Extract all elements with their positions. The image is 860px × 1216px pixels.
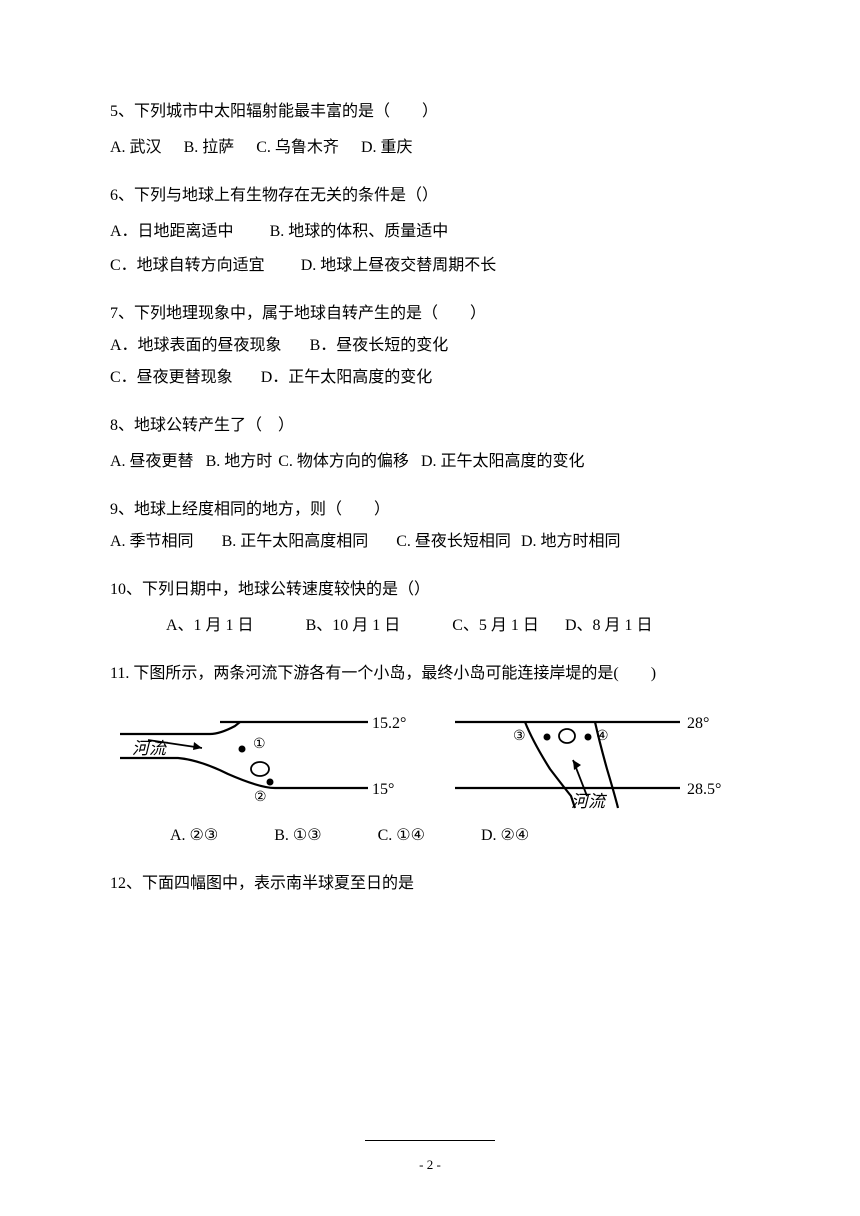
footer-line-icon <box>365 1140 495 1141</box>
q8-opt-c: C. 物体方向的偏移 <box>278 453 409 470</box>
left-lat-bottom: 15° <box>372 781 394 798</box>
q5-opt-a: A. 武汉 <box>110 139 162 156</box>
left-marker-2: ② <box>254 790 267 805</box>
q6-text: 6、下列与地球上有生物存在无关的条件是（） <box>110 184 750 208</box>
q9-options: A. 季节相同 B. 正午太阳高度相同 C. 昼夜长短相同 D. 地方时相同 <box>110 530 750 554</box>
right-lat-bottom: 28.5° <box>687 781 721 798</box>
q5-opt-c: C. 乌鲁木齐 <box>256 139 339 156</box>
question-11: 11. 下图所示，两条河流下游各有一个小岛，最终小岛可能连接岸堤的是( ) 河流… <box>110 662 750 848</box>
q11-opt-a: A. ②③ <box>170 827 218 844</box>
q6-line2: C．地球自转方向适宜 D. 地球上昼夜交替周期不长 <box>110 254 750 278</box>
q7-opt-d: D．正午太阳高度的变化 <box>261 369 433 386</box>
q8-opt-d: D. 正午太阳高度的变化 <box>421 453 585 470</box>
q10-opt-d: D、8 月 1 日 <box>565 617 653 634</box>
right-marker-3: ③ <box>513 729 526 744</box>
q10-opt-b: B、10 月 1 日 <box>306 617 401 634</box>
q11-diagram-container: 河流 ① ② 15.2° 15° ③ ④ 河流 28° 28.5° <box>110 704 750 814</box>
q11-opt-c: C. ①④ <box>378 827 425 844</box>
q8-opt-b: B. 地方时 <box>206 453 273 470</box>
q6-opt-b: B. 地球的体积、质量适中 <box>270 223 449 240</box>
q12-text: 12、下面四幅图中，表示南半球夏至日的是 <box>110 872 750 896</box>
q8-options: A. 昼夜更替 B. 地方时 C. 物体方向的偏移 D. 正午太阳高度的变化 <box>110 450 750 474</box>
q9-opt-c: C. 昼夜长短相同 <box>396 533 511 550</box>
page-number: - 2 - <box>0 1155 860 1175</box>
question-10: 10、下列日期中，地球公转速度较快的是（） A、1 月 1 日 B、10 月 1… <box>110 578 750 638</box>
question-6: 6、下列与地球上有生物存在无关的条件是（） A．日地距离适中 B. 地球的体积、… <box>110 184 750 278</box>
q11-opt-b: B. ①③ <box>274 827 321 844</box>
q7-opt-a: A．地球表面的昼夜现象 <box>110 337 282 354</box>
q11-right-diagram: ③ ④ 河流 28° 28.5° <box>455 704 740 814</box>
q7-line2: C．昼夜更替现象 D．正午太阳高度的变化 <box>110 366 750 390</box>
q11-left-diagram: 河流 ① ② 15.2° 15° <box>120 704 415 814</box>
q6-opt-c: C．地球自转方向适宜 <box>110 257 265 274</box>
q10-opt-a: A、1 月 1 日 <box>166 617 254 634</box>
right-river-label: 河流 <box>571 792 608 811</box>
left-marker-1: ① <box>253 737 266 752</box>
right-lat-top: 28° <box>687 715 709 732</box>
q8-opt-a: A. 昼夜更替 <box>110 453 194 470</box>
q5-options: A. 武汉 B. 拉萨 C. 乌鲁木齐 D. 重庆 <box>110 136 750 160</box>
q10-text: 10、下列日期中，地球公转速度较快的是（） <box>110 578 750 602</box>
q8-text: 8、地球公转产生了（ ） <box>110 414 750 438</box>
q9-opt-b: B. 正午太阳高度相同 <box>222 533 369 550</box>
q11-opt-d: D. ②④ <box>481 827 529 844</box>
q9-text: 9、地球上经度相同的地方，则（ ） <box>110 498 750 522</box>
q6-opt-a: A．日地距离适中 <box>110 223 234 240</box>
q10-options: A、1 月 1 日 B、10 月 1 日 C、5 月 1 日 D、8 月 1 日 <box>110 614 750 638</box>
left-lat-top: 15.2° <box>372 715 406 732</box>
q10-opt-c: C、5 月 1 日 <box>452 617 539 634</box>
question-5: 5、下列城市中太阳辐射能最丰富的是（ ） A. 武汉 B. 拉萨 C. 乌鲁木齐… <box>110 100 750 160</box>
q5-text: 5、下列城市中太阳辐射能最丰富的是（ ） <box>110 100 750 124</box>
question-12: 12、下面四幅图中，表示南半球夏至日的是 <box>110 872 750 896</box>
q11-options: A. ②③ B. ①③ C. ①④ D. ②④ <box>110 824 750 848</box>
q7-opt-b: B．昼夜长短的变化 <box>310 337 449 354</box>
q7-line1: A．地球表面的昼夜现象 B．昼夜长短的变化 <box>110 334 750 358</box>
q6-line1: A．日地距离适中 B. 地球的体积、质量适中 <box>110 220 750 244</box>
q5-opt-d: D. 重庆 <box>361 139 413 156</box>
q9-opt-a: A. 季节相同 <box>110 533 194 550</box>
q6-opt-d: D. 地球上昼夜交替周期不长 <box>301 257 497 274</box>
question-9: 9、地球上经度相同的地方，则（ ） A. 季节相同 B. 正午太阳高度相同 C.… <box>110 498 750 554</box>
q9-opt-d: D. 地方时相同 <box>521 533 621 550</box>
question-7: 7、下列地理现象中，属于地球自转产生的是（ ） A．地球表面的昼夜现象 B．昼夜… <box>110 302 750 390</box>
question-8: 8、地球公转产生了（ ） A. 昼夜更替 B. 地方时 C. 物体方向的偏移 D… <box>110 414 750 474</box>
q5-opt-b: B. 拉萨 <box>184 139 235 156</box>
page-footer: - 2 - <box>0 1131 860 1174</box>
right-marker-4: ④ <box>596 729 609 744</box>
q7-text: 7、下列地理现象中，属于地球自转产生的是（ ） <box>110 302 750 326</box>
q7-opt-c: C．昼夜更替现象 <box>110 369 233 386</box>
left-river-label: 河流 <box>132 739 169 758</box>
q11-text: 11. 下图所示，两条河流下游各有一个小岛，最终小岛可能连接岸堤的是( ) <box>110 662 750 686</box>
